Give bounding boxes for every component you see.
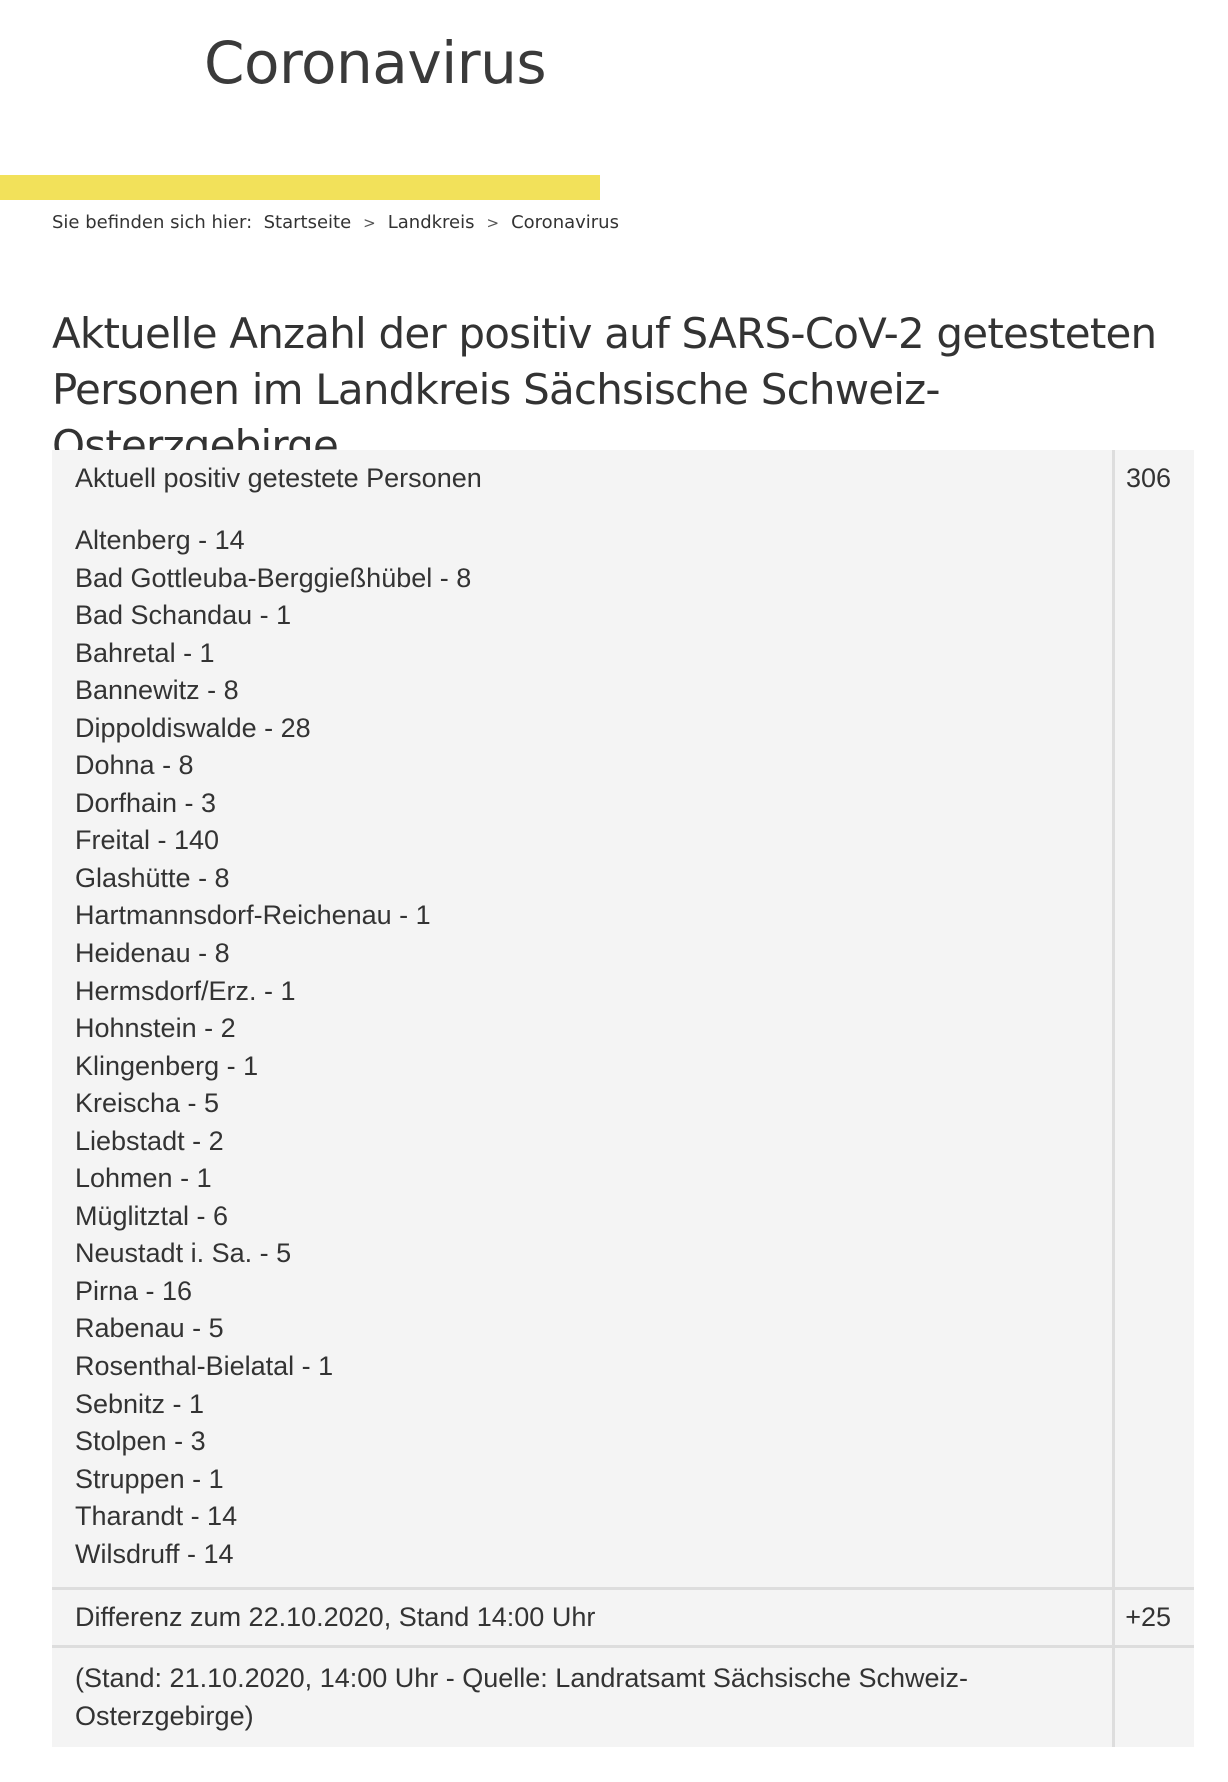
accent-bar	[0, 175, 600, 200]
town-list: Altenberg - 14 Bad Gottleuba-Berggießhübe…	[75, 522, 1112, 1573]
source-label-cell: (Stand: 21.10.2020, 14:00 Uhr - Quelle: …	[52, 1645, 1115, 1748]
town-list-item: Rabenau - 5	[75, 1313, 224, 1344]
town-list-item: Altenberg - 14	[75, 525, 245, 555]
total-row: Aktuell positiv getestete Personen Alten…	[52, 450, 1194, 1589]
breadcrumb-separator-icon: >	[486, 214, 500, 232]
breadcrumb-prefix: Sie befinden sich hier:	[52, 212, 253, 233]
town-list-item: Stolpen - 3	[75, 1426, 206, 1457]
town-list-item: Sebnitz - 1	[75, 1388, 205, 1419]
town-list-item: Pirna - 16	[75, 1275, 193, 1306]
town-list-item: Hartmannsdorf-Reichenau - 1	[75, 900, 431, 931]
site-title: Coronavirus	[204, 29, 547, 97]
town-list-item: Bad Gottleuba-Berggießhübel - 8	[75, 562, 472, 593]
source-label: (Stand: 21.10.2020, 14:00 Uhr - Quelle: …	[75, 1663, 968, 1732]
town-list-item: Heidenau - 8	[75, 938, 230, 969]
case-table: Aktuell positiv getestete Personen Alten…	[52, 450, 1194, 1748]
total-label-cell: Aktuell positiv getestete Personen Alten…	[52, 450, 1115, 1589]
town-list-item: Glashütte - 8	[75, 862, 230, 893]
town-list-item: Bannewitz - 8	[75, 675, 239, 706]
town-list-item: Neustadt i. Sa. - 5	[75, 1238, 292, 1269]
town-list-item: Dohna - 8	[75, 750, 194, 781]
source-value	[1113, 1645, 1194, 1748]
town-list-item: Liebstadt - 2	[75, 1125, 224, 1156]
town-list-item: Struppen - 1	[75, 1463, 224, 1494]
town-list-item: Hohnstein - 2	[75, 1013, 236, 1044]
town-list-item: Klingenberg - 1	[75, 1050, 259, 1081]
breadcrumb-link-coronavirus[interactable]: Coronavirus	[511, 212, 619, 233]
town-list-item: Dorfhain - 3	[75, 787, 217, 818]
difference-value: +25	[1113, 1587, 1194, 1647]
town-list-item: Bahretal - 1	[75, 637, 215, 668]
breadcrumb-link-startseite[interactable]: Startseite	[263, 212, 352, 233]
difference-label: Differenz zum 22.10.2020, Stand 14:00 Uh…	[52, 1587, 1115, 1647]
breadcrumb: Sie befinden sich hier: Startseite > Landk…	[52, 212, 619, 233]
difference-row: Differenz zum 22.10.2020, Stand 14:00 Uh…	[52, 1587, 1194, 1647]
total-label: Aktuell positiv getestete Personen	[75, 463, 482, 493]
town-list-item: Dippoldiswalde - 28	[75, 712, 311, 743]
town-list-item: Wilsdruff - 14	[75, 1538, 234, 1569]
total-value: 306	[1125, 463, 1171, 493]
town-list-item: Müglitztal - 6	[75, 1200, 229, 1231]
town-list-item: Tharandt - 14	[75, 1501, 238, 1532]
breadcrumb-separator-icon: >	[363, 214, 376, 232]
town-list-item: Kreischa - 5	[75, 1088, 220, 1119]
town-list-item: Rosenthal-Bielatal - 1	[75, 1351, 334, 1382]
town-list-item: Lohmen - 1	[75, 1163, 212, 1194]
town-list-item: Hermsdorf/Erz. - 1	[75, 975, 296, 1006]
breadcrumb-link-landkreis[interactable]: Landkreis	[387, 212, 475, 233]
page-heading: Aktuelle Anzahl der positiv auf SARS-CoV…	[52, 309, 1157, 470]
town-list-item: Freital - 140	[75, 825, 220, 856]
source-row: (Stand: 21.10.2020, 14:00 Uhr - Quelle: …	[52, 1645, 1194, 1748]
town-list-item: Bad Schandau - 1	[75, 600, 292, 631]
